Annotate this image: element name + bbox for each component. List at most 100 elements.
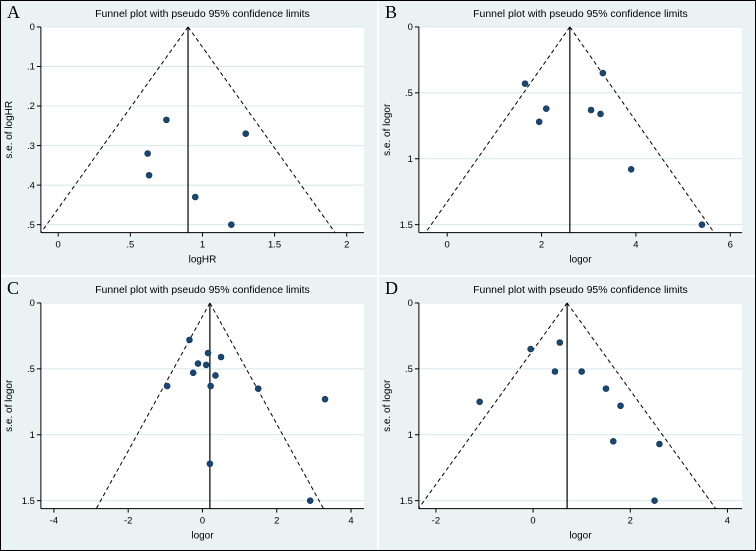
x-tick-label: 6 xyxy=(728,240,733,251)
funnel-ci-line-left xyxy=(418,302,568,509)
chart-title: Funnel plot with pseudo 95% confidence l… xyxy=(473,9,688,20)
plot-area xyxy=(418,302,743,509)
y-tick-label: .5 xyxy=(27,220,35,231)
x-tick-label: 1.5 xyxy=(268,240,281,251)
data-point xyxy=(542,105,550,112)
y-tick-label: .5 xyxy=(405,88,413,99)
data-point xyxy=(698,221,706,228)
funnel-ci-line-right xyxy=(566,302,717,509)
data-point xyxy=(609,437,617,445)
y-axis-label: s.e. of logor xyxy=(382,379,393,432)
data-point xyxy=(242,130,250,138)
x-tick-label: 2 xyxy=(628,515,633,526)
data-point xyxy=(206,459,214,467)
panel-label-b: B xyxy=(385,2,398,22)
y-tick-label: 0 xyxy=(408,298,413,309)
panel-label-a: A xyxy=(7,2,20,22)
plot-area xyxy=(40,26,365,233)
x-axis-label: logor xyxy=(569,255,592,266)
y-tick-label: .5 xyxy=(405,364,413,375)
funnel-ci-line-left xyxy=(95,302,211,509)
data-point xyxy=(306,496,314,504)
funnel-panel-a: A 0 .1 .2 .3 .4 .5 0 .5 1 1.5 2 Funnel plot with ps… xyxy=(1,1,377,275)
x-tick-label: .5 xyxy=(126,240,134,251)
funnel-ci-line-left xyxy=(40,26,189,233)
funnel-panel-d: D 0 .5 1 1.5 -2 0 2 4 Funnel plot with pseudo 95… xyxy=(379,276,755,550)
data-point xyxy=(191,193,199,201)
chart-title: Funnel plot with pseudo 95% confidence l… xyxy=(95,284,310,295)
x-tick-label: 4 xyxy=(348,515,353,526)
data-point xyxy=(597,110,604,118)
y-axis-label: s.e. of logor xyxy=(382,103,393,156)
data-point xyxy=(656,440,663,447)
data-point xyxy=(212,371,219,379)
x-tick-label: 2 xyxy=(344,240,349,251)
x-tick-label: 0 xyxy=(445,240,450,251)
y-axis-label: s.e. of logor xyxy=(4,379,15,432)
data-point xyxy=(651,496,658,504)
y-tick-label: 1.5 xyxy=(400,220,413,231)
funnel-ci-line-right xyxy=(187,26,336,233)
data-point xyxy=(556,338,564,346)
data-point xyxy=(189,369,197,376)
data-point xyxy=(228,221,235,228)
data-point xyxy=(145,171,153,179)
data-point xyxy=(599,69,607,77)
data-point xyxy=(535,118,543,126)
chart-title: Funnel plot with pseudo 95% confidence l… xyxy=(473,284,688,295)
data-point xyxy=(217,353,225,360)
funnel-plot-a: 0 .1 .2 .3 .4 .5 0 .5 1 1.5 2 Funnel plot with pseu… xyxy=(4,9,365,266)
data-point xyxy=(551,367,559,375)
y-tick-label: 0 xyxy=(408,22,413,33)
y-tick-label: .3 xyxy=(27,141,35,152)
y-tick-label: 1.5 xyxy=(400,495,413,506)
plot-area xyxy=(418,26,743,233)
x-tick-label: 2 xyxy=(539,240,544,251)
data-point xyxy=(321,395,329,402)
funnel-ci-line-right xyxy=(209,302,324,509)
plot-area xyxy=(40,302,365,509)
x-tick-label: 0 xyxy=(200,515,205,526)
data-point xyxy=(186,336,193,343)
data-point xyxy=(476,398,483,405)
funnel-panel-c: C 0 .5 1 1.5 -4 -2 0 2 4 Funnel plot with pseudo … xyxy=(1,276,377,550)
data-point xyxy=(254,384,262,392)
data-point xyxy=(527,345,534,352)
y-tick-label: 1 xyxy=(408,154,413,165)
data-point xyxy=(202,361,210,368)
data-point xyxy=(204,349,212,356)
y-tick-label: 1 xyxy=(408,429,413,440)
x-tick-label: 4 xyxy=(633,240,638,251)
x-axis-label: logor xyxy=(569,530,592,541)
y-tick-label: 0 xyxy=(30,298,35,309)
y-tick-label: .4 xyxy=(27,180,35,191)
funnel-plot-c: 0 .5 1 1.5 -4 -2 0 2 4 Funnel plot with pseudo 95… xyxy=(4,284,365,541)
x-tick-label: 0 xyxy=(56,240,61,251)
x-axis-label: logor xyxy=(191,530,214,541)
y-tick-label: .5 xyxy=(27,364,35,375)
x-tick-label: -2 xyxy=(124,515,132,526)
y-tick-label: 1 xyxy=(30,429,35,440)
data-point xyxy=(627,166,635,173)
funnel-panel-b: B 0 .5 1 1.5 0 2 4 6 Funnel plot with pseudo 95%… xyxy=(379,1,755,275)
funnel-plot-d: 0 .5 1 1.5 -2 0 2 4 Funnel plot with pseudo 95% … xyxy=(382,284,743,541)
y-tick-label: 1.5 xyxy=(22,495,35,506)
x-tick-label: 2 xyxy=(274,515,279,526)
y-tick-label: 0 xyxy=(30,22,35,33)
x-tick-label: 4 xyxy=(725,515,730,526)
data-point xyxy=(617,401,624,409)
panel-label-c: C xyxy=(7,277,20,298)
y-axis-label: s.e. of logHR xyxy=(4,101,15,159)
panel-label-d: D xyxy=(385,277,398,298)
x-tick-label: 1 xyxy=(200,240,205,251)
data-point xyxy=(163,116,170,124)
data-point xyxy=(144,150,151,157)
y-tick-label: .1 xyxy=(27,62,35,73)
x-axis-label: logHR xyxy=(189,255,217,266)
data-point xyxy=(207,382,214,389)
x-tick-label: -4 xyxy=(50,515,58,526)
x-tick-label: 0 xyxy=(530,515,535,526)
funnel-plot-b: 0 .5 1 1.5 0 2 4 6 Funnel plot with pseudo 95% c… xyxy=(382,9,743,266)
data-point xyxy=(521,80,529,87)
